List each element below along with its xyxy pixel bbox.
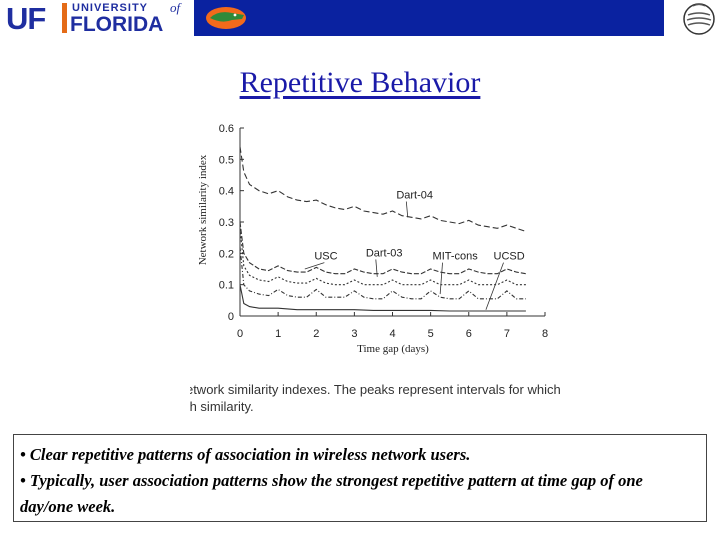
series-line-ucsd: [239, 284, 526, 312]
x-tick-label: 3: [351, 328, 357, 340]
uf-of-text: of: [170, 0, 181, 15]
curve-label-leader: [375, 259, 378, 277]
gator-logo-icon: [202, 2, 250, 34]
curve-label-leader: [485, 262, 504, 310]
bullet-item: • Typically, user association patterns s…: [20, 471, 643, 516]
figure-caption-line1: Fig. 7. Network similarity indexes. The …: [190, 382, 561, 397]
x-tick-label: 7: [504, 328, 510, 340]
curve-label: Dart-04: [396, 190, 433, 202]
curve-label: MIT-cons: [433, 251, 479, 263]
curve-label-leader: [304, 262, 325, 270]
summary-textbox: • Clear repetitive patterns of associati…: [13, 434, 707, 522]
y-tick-label: 0.4: [219, 186, 234, 198]
uf-florida-text: FLORIDA: [70, 13, 164, 36]
x-tick-label: 4: [389, 328, 395, 340]
x-tick-label: 6: [466, 328, 472, 340]
y-tick-label: 0.6: [219, 123, 234, 135]
curve-label: Dart-03: [366, 247, 403, 259]
slide-title-text: Repetitive Behavior: [239, 66, 481, 99]
uf-logo: UF UNIVERSITY of FLORIDA: [0, 0, 196, 36]
y-tick-label: 0.3: [219, 217, 234, 229]
x-tick-label: 1: [275, 328, 281, 340]
curve-label: UCSD: [494, 251, 525, 263]
series-line-dart-03: [239, 228, 526, 286]
uf-university-text: UNIVERSITY: [72, 2, 149, 14]
uf-letters: UF: [6, 1, 46, 36]
curve-label-leader: [439, 262, 443, 295]
x-tick-label: 0: [237, 328, 243, 340]
y-tick-label: 0: [228, 311, 234, 323]
x-tick-label: 5: [428, 328, 434, 340]
curve-label-leader: [405, 201, 409, 218]
y-tick-label: 0.1: [219, 280, 234, 292]
y-tick-label: 0.5: [219, 154, 234, 166]
bullet-item: • Clear repetitive patterns of associati…: [20, 445, 471, 464]
x-tick-label: 8: [542, 328, 548, 340]
series-line-dart-04: [239, 146, 527, 232]
plot-area: 0 0.1 0.2 0.3 0.4 0.5 0.6 0 1 2 3 4 5 6 7 8 Dart-04 USC Da…: [219, 123, 548, 340]
x-tick-label: 2: [313, 328, 319, 340]
header-banner: UF UNIVERSITY of FLORIDA: [0, 0, 720, 38]
y-axis-title: Network similarity index: [197, 154, 209, 265]
similarity-chart: 0 0.1 0.2 0.3 0.4 0.5 0.6 0 1 2 3 4 5 6 7 8 Dart-04 USC Da…: [126, 123, 561, 414]
x-axis-title: Time gap (days): [357, 343, 429, 355]
y-tick-label: 0.2: [219, 248, 234, 260]
figure: 0 0.1 0.2 0.3 0.4 0.5 0.6 0 1 2 3 4 5 6 7 8 Dart-04 USC Da…: [126, 118, 570, 418]
series-line-usc: [239, 221, 526, 275]
uf-logo-bar: [62, 3, 67, 33]
curve-label: USC: [314, 251, 337, 263]
figure-caption-line2: there is high similarity.: [190, 399, 254, 414]
university-seal-icon: [680, 0, 718, 38]
slide-title: Repetitive Behavior: [0, 66, 720, 100]
